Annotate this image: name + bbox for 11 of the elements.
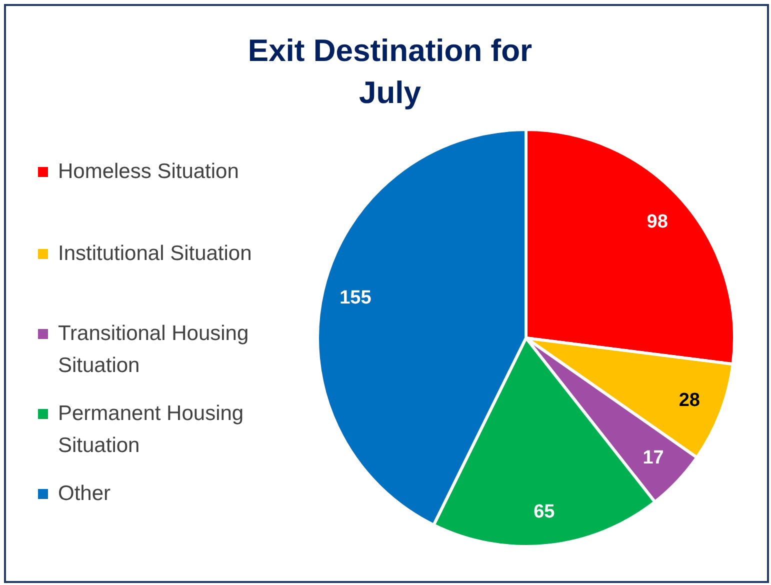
data-label: 98 — [646, 211, 668, 232]
legend-label: Institutional Situation — [58, 241, 253, 267]
data-label: 65 — [534, 501, 556, 522]
data-label: 28 — [678, 390, 700, 412]
legend-label: Other — [58, 481, 112, 507]
chart-title: Exit Destination for July — [246, 32, 534, 112]
legend-label: Homeless Situation — [58, 159, 240, 185]
legend-label: Permanent Housing Situation — [58, 401, 245, 459]
data-label: 17 — [642, 448, 664, 469]
data-label: 155 — [340, 287, 372, 308]
legend-label: Transitional Housing Situation — [58, 321, 250, 379]
